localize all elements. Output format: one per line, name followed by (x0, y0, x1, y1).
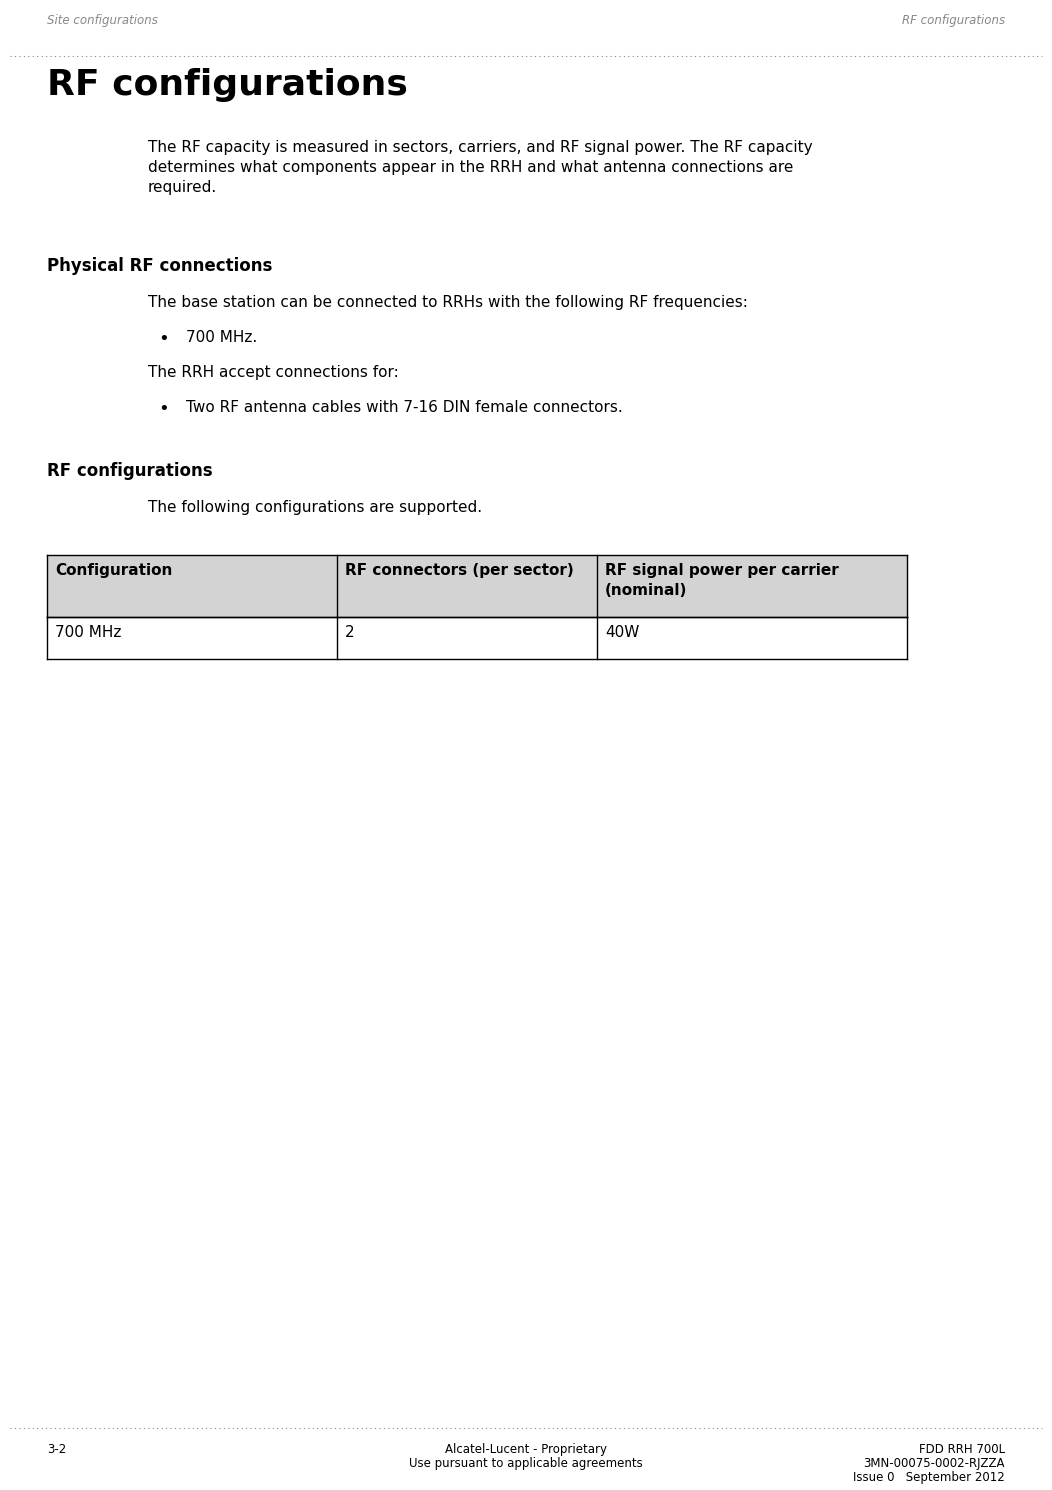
Text: •: • (158, 329, 168, 349)
Text: The RF capacity is measured in sectors, carriers, and RF signal power. The RF ca: The RF capacity is measured in sectors, … (148, 140, 812, 155)
Text: 3MN-00075-0002-RJZZA: 3MN-00075-0002-RJZZA (864, 1457, 1005, 1471)
Text: Issue 0   September 2012: Issue 0 September 2012 (853, 1471, 1005, 1484)
Text: The base station can be connected to RRHs with the following RF frequencies:: The base station can be connected to RRH… (148, 295, 748, 310)
Text: Physical RF connections: Physical RF connections (47, 256, 272, 276)
Text: Configuration: Configuration (55, 563, 173, 578)
Text: Use pursuant to applicable agreements: Use pursuant to applicable agreements (409, 1457, 643, 1471)
Text: The following configurations are supported.: The following configurations are support… (148, 501, 482, 516)
Text: 700 MHz.: 700 MHz. (186, 329, 258, 346)
Text: 2: 2 (345, 624, 355, 641)
Text: RF connectors (per sector): RF connectors (per sector) (345, 563, 573, 578)
Text: RF configurations: RF configurations (47, 462, 213, 480)
Text: Site configurations: Site configurations (47, 13, 158, 27)
Text: RF signal power per carrier
(nominal): RF signal power per carrier (nominal) (605, 563, 838, 597)
Text: The RRH accept connections for:: The RRH accept connections for: (148, 365, 399, 380)
Bar (47, 617, 907, 659)
Text: 3-2: 3-2 (47, 1442, 66, 1456)
Text: Two RF antenna cables with 7-16 DIN female connectors.: Two RF antenna cables with 7-16 DIN fema… (186, 399, 623, 416)
Text: 700 MHz: 700 MHz (55, 624, 121, 641)
Text: Alcatel-Lucent - Proprietary: Alcatel-Lucent - Proprietary (445, 1442, 607, 1456)
Text: determines what components appear in the RRH and what antenna connections are: determines what components appear in the… (148, 159, 793, 174)
Text: RF configurations: RF configurations (47, 69, 408, 101)
Text: 40W: 40W (605, 624, 640, 641)
Text: FDD RRH 700L: FDD RRH 700L (918, 1442, 1005, 1456)
Text: required.: required. (148, 180, 218, 195)
Text: •: • (158, 399, 168, 419)
Text: RF configurations: RF configurations (902, 13, 1005, 27)
Bar (47, 554, 907, 617)
